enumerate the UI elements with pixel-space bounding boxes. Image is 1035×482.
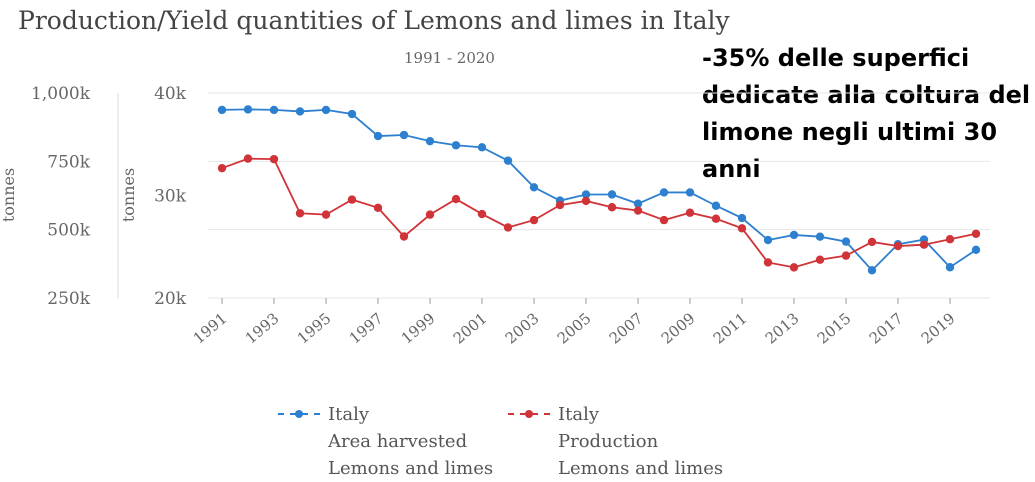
x-tick-label: 2003 [502, 309, 543, 347]
y-tick-label-outer: 1,000k [31, 84, 91, 104]
grid [117, 92, 990, 299]
data-point-area-harvested [477, 143, 487, 152]
data-point-area-harvested [945, 263, 955, 272]
data-point-production [529, 215, 539, 225]
series-points [217, 105, 981, 275]
data-point-production [399, 232, 409, 241]
y-axis-label-inner: tonnes [119, 168, 138, 222]
chart-title: Production/Yield quantities of Lemons an… [18, 6, 730, 35]
data-point-area-harvested [633, 199, 643, 208]
x-tick-label: 2001 [450, 309, 491, 347]
x-tick-label: 2009 [658, 309, 699, 347]
data-point-area-harvested [581, 190, 591, 199]
x-tick-label: 1993 [242, 309, 283, 347]
data-point-area-harvested [347, 109, 357, 119]
data-point-production [581, 196, 591, 206]
data-point-area-harvested [685, 188, 695, 197]
data-point-area-harvested [373, 131, 383, 141]
data-point-area-harvested [529, 183, 539, 192]
x-tick-label: 1995 [294, 309, 335, 347]
x-axis: 1991 1993 1995 1997 1999 2001 2003 2005 2007 2009… [190, 297, 990, 348]
y-tick-label-outer: 500k [47, 221, 90, 241]
y-axis-label-outer: tonnes [0, 168, 18, 222]
data-point-area-harvested [971, 245, 981, 255]
data-point-area-harvested [503, 156, 513, 165]
data-point-area-harvested [867, 266, 877, 275]
y-axis-inner: 40k 30k 20k tonnes [119, 84, 187, 309]
data-point-production [503, 223, 513, 232]
data-point-production [347, 195, 357, 204]
data-point-area-harvested [737, 213, 747, 223]
data-point-production [971, 229, 981, 238]
data-point-production [607, 203, 617, 212]
data-point-production [633, 206, 643, 215]
data-point-production [451, 194, 461, 204]
x-tick-label: 1999 [398, 309, 439, 347]
data-point-production [477, 209, 487, 219]
x-tick-label: 1997 [346, 309, 387, 347]
series-lines [221, 108, 977, 272]
x-tick-label: 1991 [190, 309, 231, 347]
x-tick-label: 2019 [918, 309, 959, 347]
chart-subtitle: 1991 - 2020 [404, 49, 495, 67]
data-point-production [711, 214, 721, 223]
y-tick-label-inner: 40k [154, 84, 187, 104]
y-tick-label-inner: 30k [154, 187, 187, 207]
data-point-production [321, 210, 331, 219]
chart-annotation: -35% delle superfici dedicate alla coltu… [702, 44, 1031, 183]
data-point-area-harvested [815, 232, 825, 241]
x-tick-label: 2017 [866, 309, 907, 347]
data-point-production [243, 154, 253, 163]
legend-label-production: Italy Production Lemons and limes [558, 404, 724, 479]
data-point-production [867, 237, 877, 247]
data-point-area-harvested [763, 235, 773, 245]
data-point-area-harvested [295, 107, 305, 116]
data-point-area-harvested [659, 188, 669, 197]
y-axis-outer: 1,000k 750k 500k 250k tonnes [0, 84, 91, 309]
x-tick-label: 2013 [762, 309, 803, 347]
data-point-production [295, 209, 305, 218]
data-point-area-harvested [607, 190, 617, 199]
legend-item-production[interactable]: Italy Production Lemons and limes [506, 401, 723, 482]
series-line-area-harvested [221, 108, 977, 272]
data-point-production [217, 163, 227, 173]
legend-swatch-area-harvested [276, 401, 328, 428]
data-point-area-harvested [321, 105, 331, 115]
data-point-area-harvested [399, 130, 409, 140]
data-point-production [789, 263, 799, 272]
data-point-production [763, 258, 773, 267]
series-line-production [221, 157, 977, 269]
data-point-production [815, 255, 825, 264]
data-point-production [841, 251, 851, 260]
data-point-production [685, 208, 695, 217]
data-point-production [269, 154, 279, 164]
data-point-area-harvested [711, 201, 721, 210]
data-point-production [373, 203, 383, 212]
data-point-area-harvested [243, 105, 253, 114]
y-tick-label-outer: 750k [47, 152, 90, 172]
y-tick-label-outer: 250k [47, 289, 90, 309]
data-point-production [737, 224, 747, 233]
y-tick-label-inner: 20k [154, 289, 187, 309]
data-point-production [919, 240, 929, 249]
data-point-area-harvested [269, 105, 279, 115]
data-point-area-harvested [217, 105, 227, 115]
data-point-production [659, 215, 669, 225]
data-point-production [555, 200, 565, 210]
x-tick-label: 2005 [554, 309, 595, 347]
legend-swatch-production [506, 401, 558, 428]
data-point-area-harvested [789, 230, 799, 240]
legend-item-area-harvested[interactable]: Italy Area harvested Lemons and limes [276, 401, 493, 482]
legend-label-area-harvested: Italy Area harvested Lemons and limes [328, 404, 494, 479]
x-tick-label: 2007 [606, 309, 647, 347]
data-point-production [425, 210, 435, 219]
data-point-production [945, 235, 955, 244]
data-point-production [893, 241, 903, 251]
data-point-area-harvested [451, 141, 461, 150]
x-tick-label: 2011 [710, 309, 751, 347]
data-point-area-harvested [841, 237, 851, 246]
data-point-area-harvested [425, 136, 435, 146]
x-tick-label: 2015 [814, 309, 855, 347]
